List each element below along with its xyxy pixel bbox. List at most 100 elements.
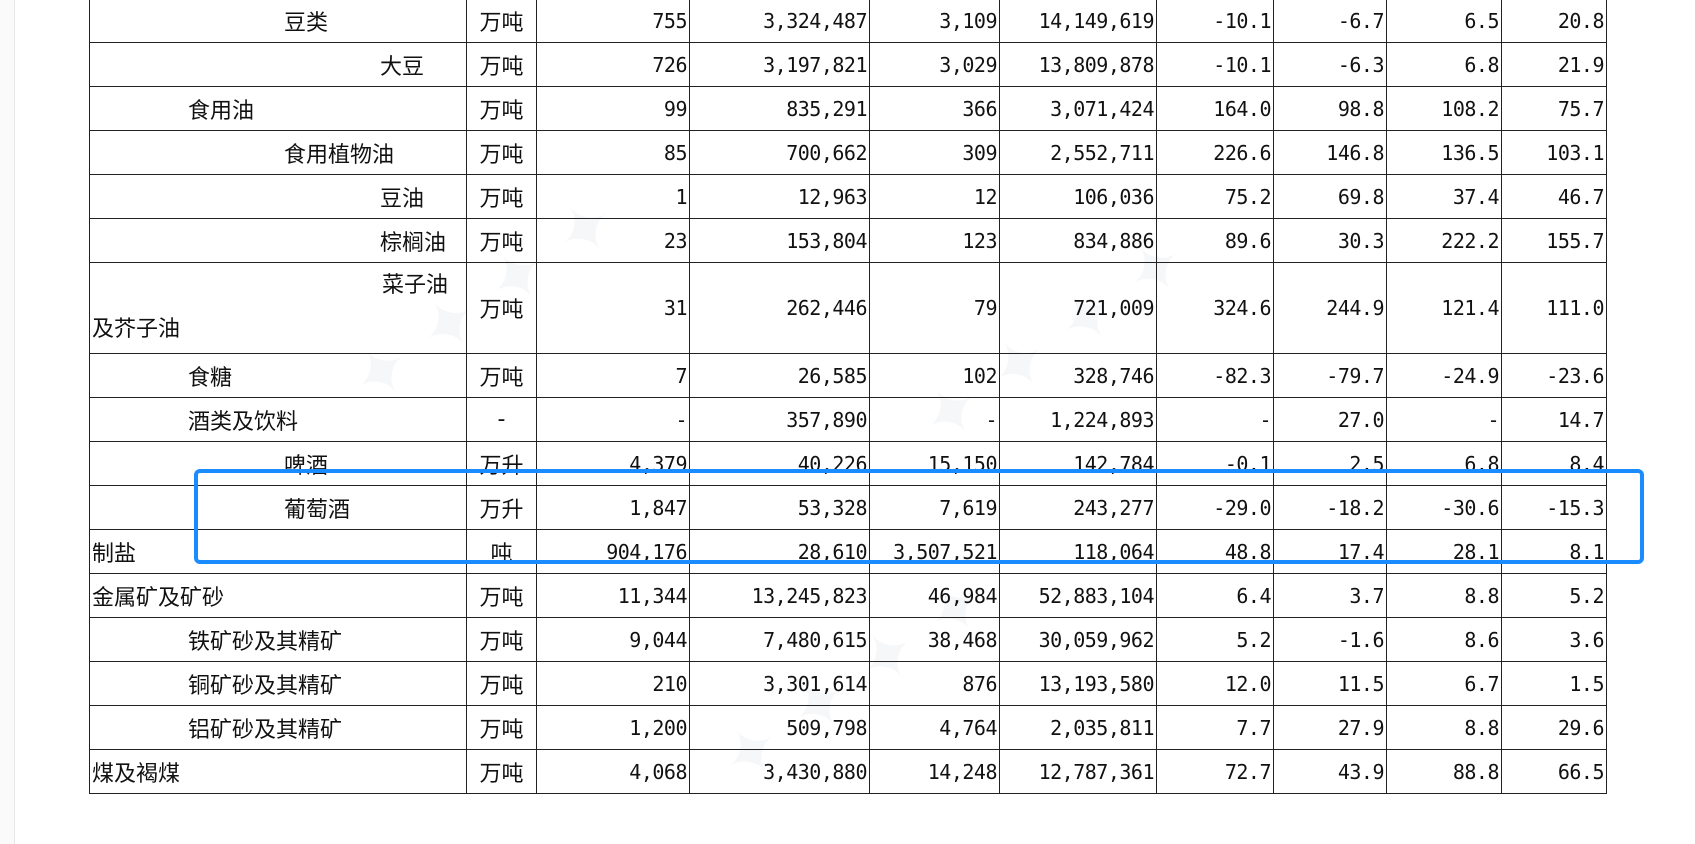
table-body: 豆类 万吨 755 3,324,487 3,109 14,149,619 -10.1 -6.7… xyxy=(89,0,1607,794)
commodity-name-cell: 煤及褐煤 xyxy=(89,749,467,794)
value-current-month-cell: 7,480,615 xyxy=(689,617,870,662)
commodity-name-cell: 铁矿砂及其精矿 xyxy=(89,617,467,662)
unit-cell: 万升 xyxy=(466,485,537,530)
value-current-month-cell: 3,430,880 xyxy=(689,749,870,794)
qty-cumulative-cell: 38,468 xyxy=(869,617,1000,662)
value-yoy-cumulative-cell: 103.1 xyxy=(1501,130,1607,175)
unit-cell: 万吨 xyxy=(466,353,537,398)
table-row: 葡萄酒 万升 1,847 53,328 7,619 243,277 -29.0 -18.2 -3… xyxy=(89,485,1607,530)
value-current-month-cell: 3,301,614 xyxy=(689,661,870,706)
qty-current-month-cell: 1,847 xyxy=(536,485,690,530)
qty-current-month-cell: 1,200 xyxy=(536,705,690,750)
unit-cell: 万升 xyxy=(466,441,537,486)
qty-yoy-month-cell: 6.4 xyxy=(1156,573,1274,618)
unit-cell: 万吨 xyxy=(466,42,537,87)
value-current-month-cell: 262,446 xyxy=(689,262,870,354)
value-yoy-cumulative-cell: 21.9 xyxy=(1501,42,1607,87)
qty-cumulative-cell: 12 xyxy=(869,174,1000,219)
commodity-name-cell: 豆类 xyxy=(89,0,467,43)
unit-cell: 万吨 xyxy=(466,86,537,131)
commodity-name-cell: 铝矿砂及其精矿 xyxy=(89,705,467,750)
qty-current-month-cell: 11,344 xyxy=(536,573,690,618)
value-yoy-month-cell: 146.8 xyxy=(1273,130,1387,175)
unit-cell: 万吨 xyxy=(466,705,537,750)
value-cumulative-cell: 30,059,962 xyxy=(999,617,1157,662)
table-row: 食用植物油 万吨 85 700,662 309 2,552,711 226.6 146.8 13… xyxy=(89,130,1607,175)
value-cumulative-cell: 118,064 xyxy=(999,529,1157,574)
qty-cumulative-cell: 46,984 xyxy=(869,573,1000,618)
commodity-name-cell: 葡萄酒 xyxy=(89,485,467,530)
qty-yoy-month-cell: 72.7 xyxy=(1156,749,1274,794)
value-yoy-month-cell: 3.7 xyxy=(1273,573,1387,618)
value-current-month-cell: 509,798 xyxy=(689,705,870,750)
value-yoy-month-cell: 27.0 xyxy=(1273,397,1387,442)
qty-yoy-cumulative-cell: 121.4 xyxy=(1386,262,1502,354)
value-current-month-cell: 153,804 xyxy=(689,218,870,263)
qty-yoy-month-cell: 7.7 xyxy=(1156,705,1274,750)
unit-cell: 吨 xyxy=(466,529,537,574)
commodity-name-cell: 制盐 xyxy=(89,529,467,574)
unit-cell: 万吨 xyxy=(466,262,537,354)
table-row: 豆油 万吨 1 12,963 12 106,036 75.2 69.8 37.4 46.7 xyxy=(89,174,1607,219)
value-yoy-cumulative-cell: -15.3 xyxy=(1501,485,1607,530)
qty-yoy-cumulative-cell: 6.8 xyxy=(1386,42,1502,87)
unit-cell: 万吨 xyxy=(466,174,537,219)
value-yoy-month-cell: 2.5 xyxy=(1273,441,1387,486)
qty-yoy-month-cell: 226.6 xyxy=(1156,130,1274,175)
qty-current-month-cell: 1 xyxy=(536,174,690,219)
table-row: 豆类 万吨 755 3,324,487 3,109 14,149,619 -10.1 -6.7… xyxy=(89,0,1607,43)
qty-cumulative-cell: - xyxy=(869,397,1000,442)
table-row: 食用油 万吨 99 835,291 366 3,071,424 164.0 98.8 108.2… xyxy=(89,86,1607,131)
qty-current-month-cell: 4,068 xyxy=(536,749,690,794)
value-current-month-cell: 40,226 xyxy=(689,441,870,486)
commodity-name-cell: 食糖 xyxy=(89,353,467,398)
commodity-name-cell: 啤酒 xyxy=(89,441,467,486)
qty-yoy-month-cell: 75.2 xyxy=(1156,174,1274,219)
value-cumulative-cell: 13,809,878 xyxy=(999,42,1157,87)
qty-current-month-cell: 9,044 xyxy=(536,617,690,662)
value-yoy-cumulative-cell: 3.6 xyxy=(1501,617,1607,662)
table-row: 金属矿及矿砂 万吨 11,344 13,245,823 46,984 52,883,104… xyxy=(89,573,1607,618)
qty-yoy-cumulative-cell: 8.6 xyxy=(1386,617,1502,662)
value-yoy-month-cell: -6.7 xyxy=(1273,0,1387,43)
qty-yoy-cumulative-cell: 88.8 xyxy=(1386,749,1502,794)
trade-statistics-table: 豆类 万吨 755 3,324,487 3,109 14,149,619 -10.1 -6.7… xyxy=(89,0,1607,794)
qty-yoy-month-cell: 5.2 xyxy=(1156,617,1274,662)
qty-cumulative-cell: 4,764 xyxy=(869,705,1000,750)
table-row: 酒类及饮料 - -357,890-1,224,893-27.0-14.7 xyxy=(89,397,1607,442)
value-yoy-cumulative-cell: 29.6 xyxy=(1501,705,1607,750)
qty-yoy-cumulative-cell: 108.2 xyxy=(1386,86,1502,131)
value-yoy-cumulative-cell: 8.1 xyxy=(1501,529,1607,574)
value-current-month-cell: 26,585 xyxy=(689,353,870,398)
unit-cell: 万吨 xyxy=(466,749,537,794)
qty-yoy-cumulative-cell: 6.5 xyxy=(1386,0,1502,43)
value-cumulative-cell: 834,886 xyxy=(999,218,1157,263)
qty-yoy-cumulative-cell: 8.8 xyxy=(1386,573,1502,618)
qty-yoy-month-cell: -29.0 xyxy=(1156,485,1274,530)
commodity-name-line1: 菜子油 xyxy=(382,273,449,298)
unit-cell: - xyxy=(466,397,537,442)
qty-yoy-cumulative-cell: 8.8 xyxy=(1386,705,1502,750)
qty-yoy-month-cell: -82.3 xyxy=(1156,353,1274,398)
value-yoy-cumulative-cell: -23.6 xyxy=(1501,353,1607,398)
commodity-name-cell: 金属矿及矿砂 xyxy=(89,573,467,618)
qty-cumulative-cell: 102 xyxy=(869,353,1000,398)
qty-yoy-month-cell: 164.0 xyxy=(1156,86,1274,131)
qty-current-month-cell: 755 xyxy=(536,0,690,43)
qty-cumulative-cell: 3,507,521 xyxy=(869,529,1000,574)
value-current-month-cell: 700,662 xyxy=(689,130,870,175)
value-yoy-month-cell: 17.4 xyxy=(1273,529,1387,574)
value-yoy-month-cell: -79.7 xyxy=(1273,353,1387,398)
qty-yoy-cumulative-cell: -30.6 xyxy=(1386,485,1502,530)
value-cumulative-cell: 1,224,893 xyxy=(999,397,1157,442)
qty-yoy-month-cell: 48.8 xyxy=(1156,529,1274,574)
qty-cumulative-cell: 366 xyxy=(869,86,1000,131)
qty-yoy-cumulative-cell: 222.2 xyxy=(1386,218,1502,263)
qty-current-month-cell: 31 xyxy=(536,262,690,354)
value-yoy-cumulative-cell: 66.5 xyxy=(1501,749,1607,794)
commodity-name-line2: 及芥子油 xyxy=(92,317,181,342)
value-current-month-cell: 28,610 xyxy=(689,529,870,574)
qty-yoy-cumulative-cell: 37.4 xyxy=(1386,174,1502,219)
commodity-name-cell: 大豆 xyxy=(89,42,467,87)
value-yoy-month-cell: 30.3 xyxy=(1273,218,1387,263)
